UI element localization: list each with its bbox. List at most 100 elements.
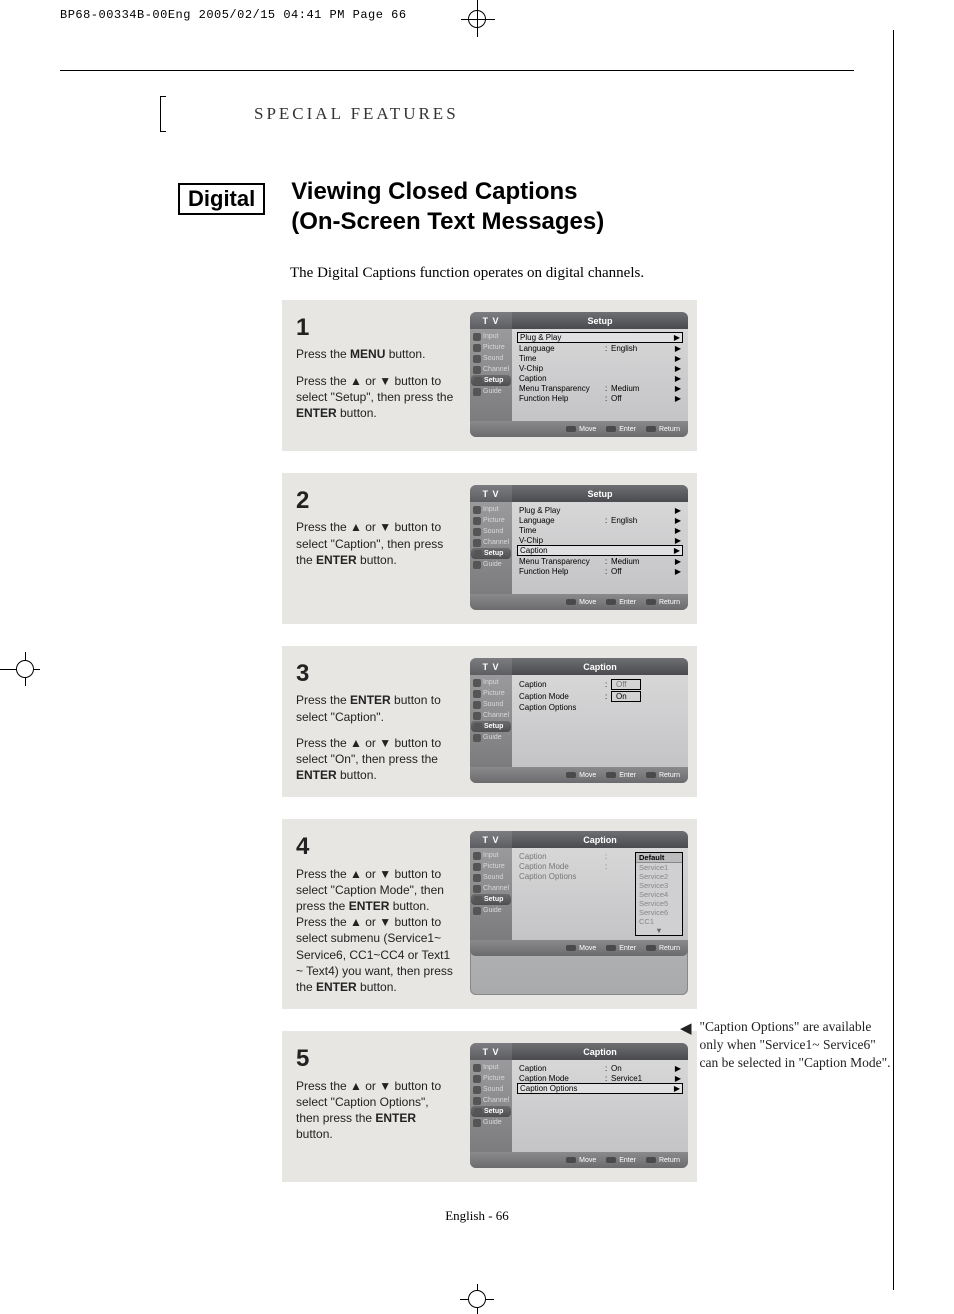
- step-instruction: Press the ▲ or ▼ button to select "Capti…: [296, 519, 454, 568]
- menu-row: Time▶: [517, 353, 683, 363]
- sidebar-item-input: Input: [470, 504, 512, 515]
- page-title: Viewing Closed Captions (On-Screen Text …: [291, 177, 604, 237]
- tv-sidebar: InputPictureSoundChannelSetupGuide: [470, 1060, 512, 1152]
- tv-footer: Move Enter Return: [470, 421, 688, 437]
- page-footer: English - 66: [60, 1208, 894, 1224]
- digital-badge: Digital: [178, 183, 265, 215]
- dropdown-option: Service6: [636, 908, 682, 917]
- menu-title: Caption: [512, 1043, 688, 1060]
- sidebar-item-channel: Channel: [470, 364, 512, 375]
- sidebar-item-guide: Guide: [470, 732, 512, 743]
- dropdown-option: Service4: [636, 890, 682, 899]
- step-instruction: Press the ENTER button to select "Captio…: [296, 692, 454, 724]
- tv-sidebar: InputPictureSoundChannelSetupGuide: [470, 329, 512, 421]
- tv-menu-panel: T VCaption InputPictureSoundChannelSetup…: [470, 1043, 688, 1168]
- tv-label: T V: [470, 312, 512, 329]
- title-line-2: (On-Screen Text Messages): [291, 207, 604, 237]
- sidebar-item-setup: Setup: [471, 548, 511, 559]
- tv-sidebar: InputPictureSoundChannelSetupGuide: [470, 848, 512, 940]
- menu-title: Setup: [512, 485, 688, 502]
- tv-menu-panel: T VCaption InputPictureSoundChannelSetup…: [470, 658, 688, 783]
- footer-return: Return: [646, 945, 680, 952]
- menu-row-caption: Caption:On▶: [517, 1063, 683, 1073]
- menu-row: Function Help:Off▶: [517, 393, 683, 403]
- sidebar-item-input: Input: [470, 677, 512, 688]
- intro-text: The Digital Captions function operates o…: [290, 265, 894, 282]
- dropdown-option: Default: [636, 853, 682, 863]
- step-instruction: Press the ▲ or ▼ button to select submen…: [296, 914, 454, 995]
- footer-move: Move: [566, 945, 596, 952]
- menu-row: Plug & Play▶: [517, 505, 683, 515]
- step-number: 5: [296, 1043, 454, 1075]
- step-5: 5 Press the ▲ or ▼ button to select "Cap…: [282, 1031, 697, 1182]
- section-title: SPECIAL FEATURES: [254, 104, 459, 124]
- tv-menu-panel: T VSetup InputPictureSoundChannelSetupGu…: [470, 312, 688, 437]
- footer-return: Return: [646, 1157, 680, 1164]
- step-instruction: Press the ▲ or ▼ button to select "Setup…: [296, 373, 454, 422]
- dropdown-option: Service3: [636, 881, 682, 890]
- sidebar-item-sound: Sound: [470, 1084, 512, 1095]
- tv-menu-panel: T VCaption InputPictureSoundChannelSetup…: [470, 831, 688, 995]
- step-number: 3: [296, 658, 454, 690]
- footer-move: Move: [566, 599, 596, 606]
- sidebar-item-setup: Setup: [471, 375, 511, 386]
- footer-return: Return: [646, 426, 680, 433]
- footer-enter: Enter: [606, 1157, 636, 1164]
- footer-move: Move: [566, 1157, 596, 1164]
- footer-enter: Enter: [606, 426, 636, 433]
- crop-mark-bottom: [0, 1284, 954, 1314]
- menu-title: Setup: [512, 312, 688, 329]
- sidebar-item-input: Input: [470, 850, 512, 861]
- menu-row-caption-mode: Caption Mode:On: [517, 690, 683, 702]
- sidebar-item-guide: Guide: [470, 386, 512, 397]
- sidebar-item-setup: Setup: [471, 1106, 511, 1117]
- tv-label: T V: [470, 831, 512, 848]
- tv-sidebar: InputPictureSoundChannelSetupGuide: [470, 502, 512, 594]
- chevron-down-icon: ▼: [636, 926, 682, 935]
- tv-sidebar: InputPictureSoundChannelSetupGuide: [470, 675, 512, 767]
- menu-row: V-Chip▶: [517, 363, 683, 373]
- step-number: 1: [296, 312, 454, 344]
- menu-row: V-Chip▶: [517, 535, 683, 545]
- menu-row: Language:English▶: [517, 515, 683, 525]
- tv-footer: MoveEnterReturn: [470, 594, 688, 610]
- sidebar-item-picture: Picture: [470, 515, 512, 526]
- footer-return: Return: [646, 599, 680, 606]
- menu-row-caption: Caption:: [517, 851, 635, 861]
- menu-row: Menu Transparency:Medium▶: [517, 556, 683, 566]
- vertical-rule: [893, 30, 894, 1290]
- menu-title: Caption: [512, 658, 688, 675]
- step-instruction: Press the ▲ or ▼ button to select "Capti…: [296, 866, 454, 915]
- menu-row-caption-mode: Caption Mode:: [517, 861, 635, 871]
- footer-move: Move: [566, 772, 596, 779]
- sidebar-item-sound: Sound: [470, 526, 512, 537]
- footer-move: Move: [566, 426, 596, 433]
- sidebar-item-channel: Channel: [470, 1095, 512, 1106]
- sidebar-item-input: Input: [470, 1062, 512, 1073]
- sidebar-item-guide: Guide: [470, 1117, 512, 1128]
- tv-menu-content: Caption:On▶ Caption Mode:Service1▶ Capti…: [512, 1060, 688, 1152]
- step-instruction: Press the ▲ or ▼ button to select "Capti…: [296, 1078, 454, 1143]
- sidebar-item-channel: Channel: [470, 537, 512, 548]
- sidebar-item-picture: Picture: [470, 688, 512, 699]
- sidebar-item-picture: Picture: [470, 1073, 512, 1084]
- section-header: SPECIAL FEATURES: [160, 96, 894, 132]
- tv-menu-panel: T VSetup InputPictureSoundChannelSetupGu…: [470, 485, 688, 610]
- menu-row: Caption▶: [517, 545, 683, 556]
- sidebar-item-sound: Sound: [470, 353, 512, 364]
- menu-row-caption-mode: Caption Mode:Service1▶: [517, 1073, 683, 1083]
- caption-mode-dropdown: DefaultService1Service2Service3Service4S…: [635, 852, 683, 936]
- tv-label: T V: [470, 485, 512, 502]
- side-note: ◀ "Caption Options" are available only w…: [680, 1018, 895, 1073]
- menu-row-caption-options: Caption Options▶: [517, 1083, 683, 1094]
- footer-enter: Enter: [606, 772, 636, 779]
- sidebar-item-channel: Channel: [470, 710, 512, 721]
- menu-row-caption-options: Caption Options: [517, 702, 683, 712]
- menu-row-caption: Caption:Off: [517, 678, 683, 690]
- footer-enter: Enter: [606, 945, 636, 952]
- sidebar-item-input: Input: [470, 331, 512, 342]
- triangle-left-icon: ◀: [680, 1019, 692, 1073]
- step-4: 4 Press the ▲ or ▼ button to select "Cap…: [282, 819, 697, 1009]
- sidebar-item-guide: Guide: [470, 559, 512, 570]
- menu-row-caption-options: Caption Options: [517, 871, 635, 881]
